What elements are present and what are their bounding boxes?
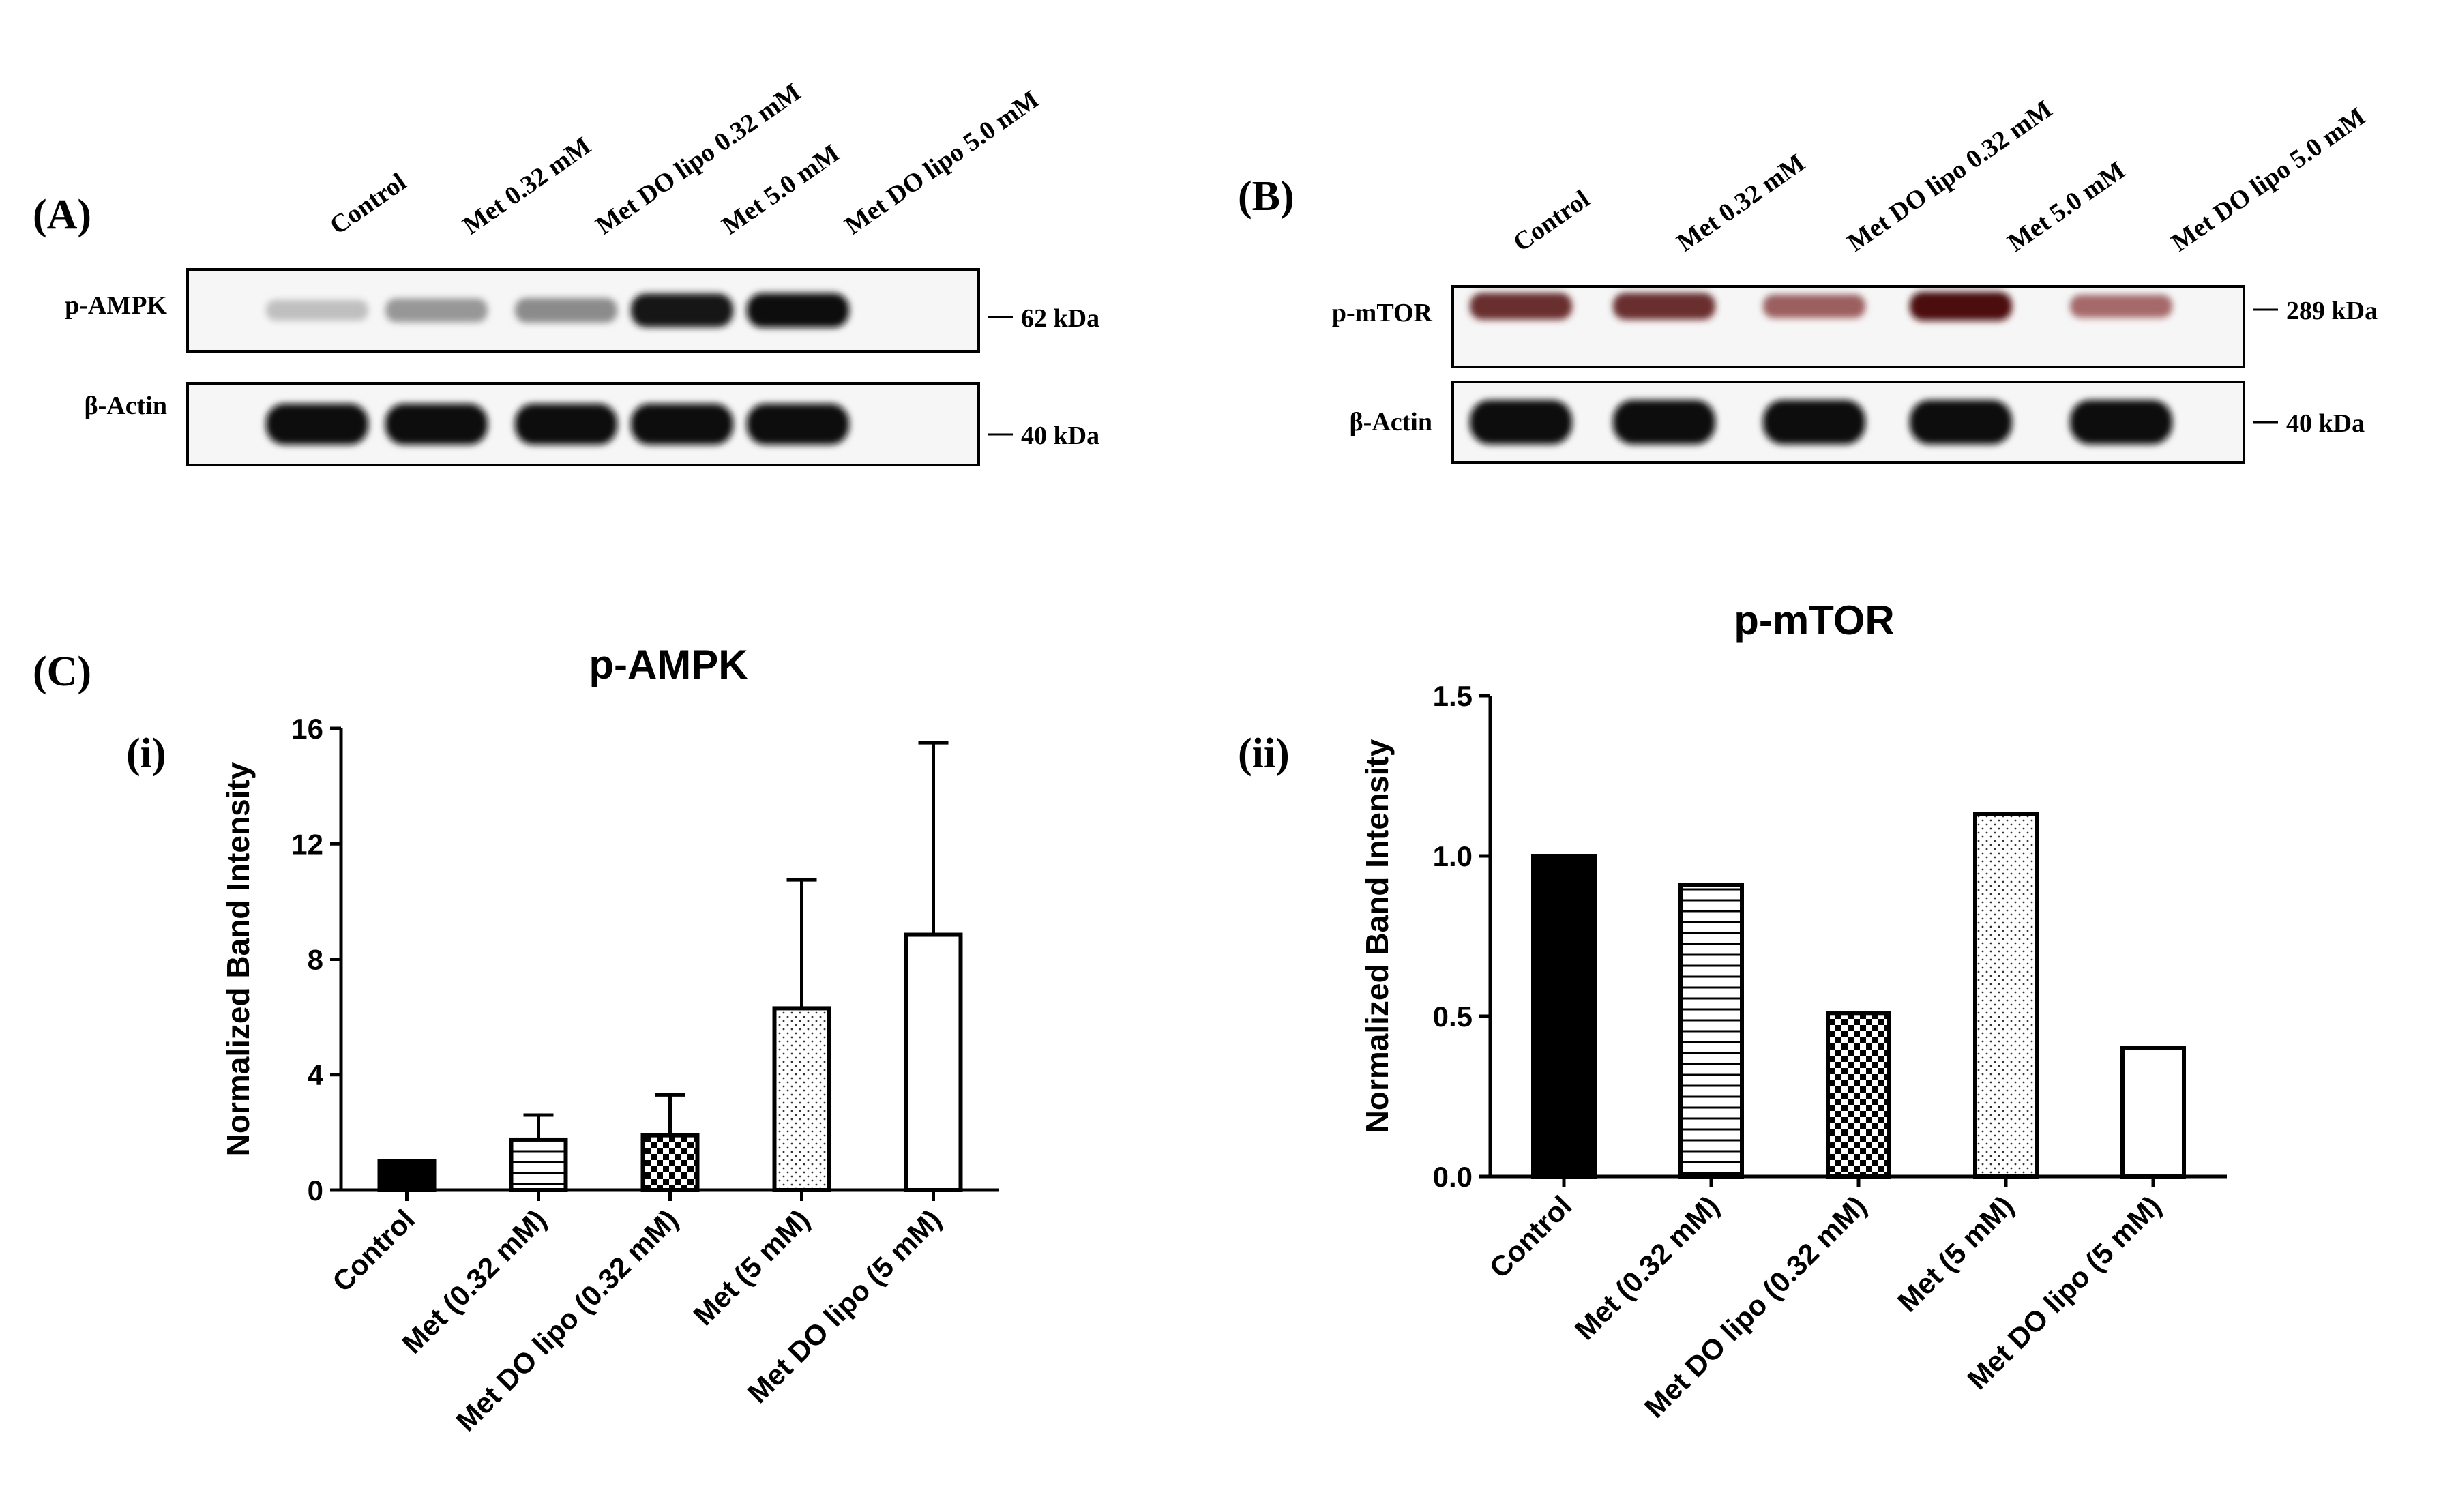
panel-label-c: (C) xyxy=(33,649,91,695)
blot-band xyxy=(1613,293,1715,320)
panel-label-a: (A) xyxy=(33,192,91,238)
y-tick-label: 4 xyxy=(308,1059,324,1091)
blot-band xyxy=(1613,400,1715,445)
blot-protein-label: p-AMPK xyxy=(65,291,167,320)
western-blot-b: Control Met 0.32 mM Met DO lipo 0.32 mMMet… xyxy=(1332,95,2378,464)
blot-band xyxy=(2070,295,2172,318)
blot-band xyxy=(385,298,488,323)
lane-label: Met 0.32 mM xyxy=(1672,149,1810,258)
bar xyxy=(1973,812,2039,1179)
y-tick-label: 16 xyxy=(291,713,323,745)
blot-band xyxy=(631,293,733,327)
molecular-weight-marker: 40 kDa xyxy=(1021,421,1099,450)
blot-band xyxy=(2070,400,2172,445)
lane-label: Met 0.32 mM xyxy=(458,132,596,241)
blot-band xyxy=(1910,291,2012,321)
bar xyxy=(1678,883,1744,1179)
molecular-weight-marker: 40 kDa xyxy=(2286,409,2365,438)
blot-protein-label: β-Actin xyxy=(1350,408,1432,436)
y-axis-label: Normalized Band Intensity xyxy=(1359,739,1395,1133)
bar xyxy=(904,932,963,1193)
molecular-weight-marker: 289 kDa xyxy=(2286,297,2378,325)
bar xyxy=(377,1159,437,1192)
chart-title: p-AMPK xyxy=(589,642,748,687)
blot-protein-label: p-mTOR xyxy=(1332,299,1433,327)
blot-band xyxy=(266,299,368,321)
bar xyxy=(772,1006,831,1193)
lane-label: Met 5.0 mM xyxy=(717,139,844,241)
bar xyxy=(509,1137,568,1192)
lane-label: Control xyxy=(325,168,411,241)
x-tick-label: Control xyxy=(326,1203,421,1298)
lane-label: Met DO lipo 5.0 mM xyxy=(840,85,1044,241)
bar xyxy=(640,1133,700,1192)
bar xyxy=(1826,1011,1891,1179)
blot-band xyxy=(266,404,368,445)
x-tick-label: Met (5 mM) xyxy=(687,1203,816,1331)
y-tick-label: 8 xyxy=(308,944,323,976)
lane-label: Control xyxy=(1508,185,1595,258)
y-tick-label: 12 xyxy=(291,828,323,860)
panel-label-b: (B) xyxy=(1238,173,1295,220)
blot-band xyxy=(747,404,849,445)
y-axis-label: Normalized Band Intensity xyxy=(220,762,256,1156)
bar xyxy=(2120,1046,2186,1179)
blot-band xyxy=(1763,294,1865,318)
lane-label: Met DO lipo 0.32 mM xyxy=(591,78,805,240)
x-tick-label: Met DO lipo (0.32 mM) xyxy=(449,1203,683,1437)
blot-band xyxy=(1910,400,2012,445)
x-tick-label: Control xyxy=(1483,1189,1578,1284)
y-tick-label: 0.5 xyxy=(1433,1000,1473,1033)
bar xyxy=(1531,854,1597,1179)
bar-chart-p-mtor: p-mTOR Normalized Band Intensity 0.0 0.5 1… xyxy=(1359,597,2227,1424)
blot-band xyxy=(515,297,617,323)
panel-label-i: (i) xyxy=(126,730,166,777)
lane-label: Met DO lipo 5.0 mM xyxy=(2166,102,2371,258)
blot-band xyxy=(1470,293,1572,320)
blot-band xyxy=(631,404,733,445)
blot-protein-label: β-Actin xyxy=(85,391,167,420)
blot-band xyxy=(1470,400,1572,445)
blot-band xyxy=(515,404,617,445)
lane-label: Met 5.0 mM xyxy=(2002,156,2130,258)
bar-chart-p-ampk: p-AMPK Normalized Band Intensity 0 4 8 12 16… xyxy=(220,642,999,1438)
y-tick-label: 1.5 xyxy=(1433,680,1473,712)
x-tick-label: Met (5 mM) xyxy=(1891,1189,2020,1318)
blot-band xyxy=(747,293,849,328)
blot-band xyxy=(1763,400,1865,445)
y-tick-label: 0 xyxy=(308,1174,323,1206)
blot-band xyxy=(385,404,488,445)
y-tick-label: 1.0 xyxy=(1433,840,1473,872)
x-tick-label: Met (0.32 mM) xyxy=(1569,1189,1726,1346)
panel-label-ii: (ii) xyxy=(1238,730,1290,777)
chart-title: p-mTOR xyxy=(1734,597,1895,643)
y-tick-label: 0.0 xyxy=(1433,1161,1473,1193)
molecular-weight-marker: 62 kDa xyxy=(1021,304,1099,333)
